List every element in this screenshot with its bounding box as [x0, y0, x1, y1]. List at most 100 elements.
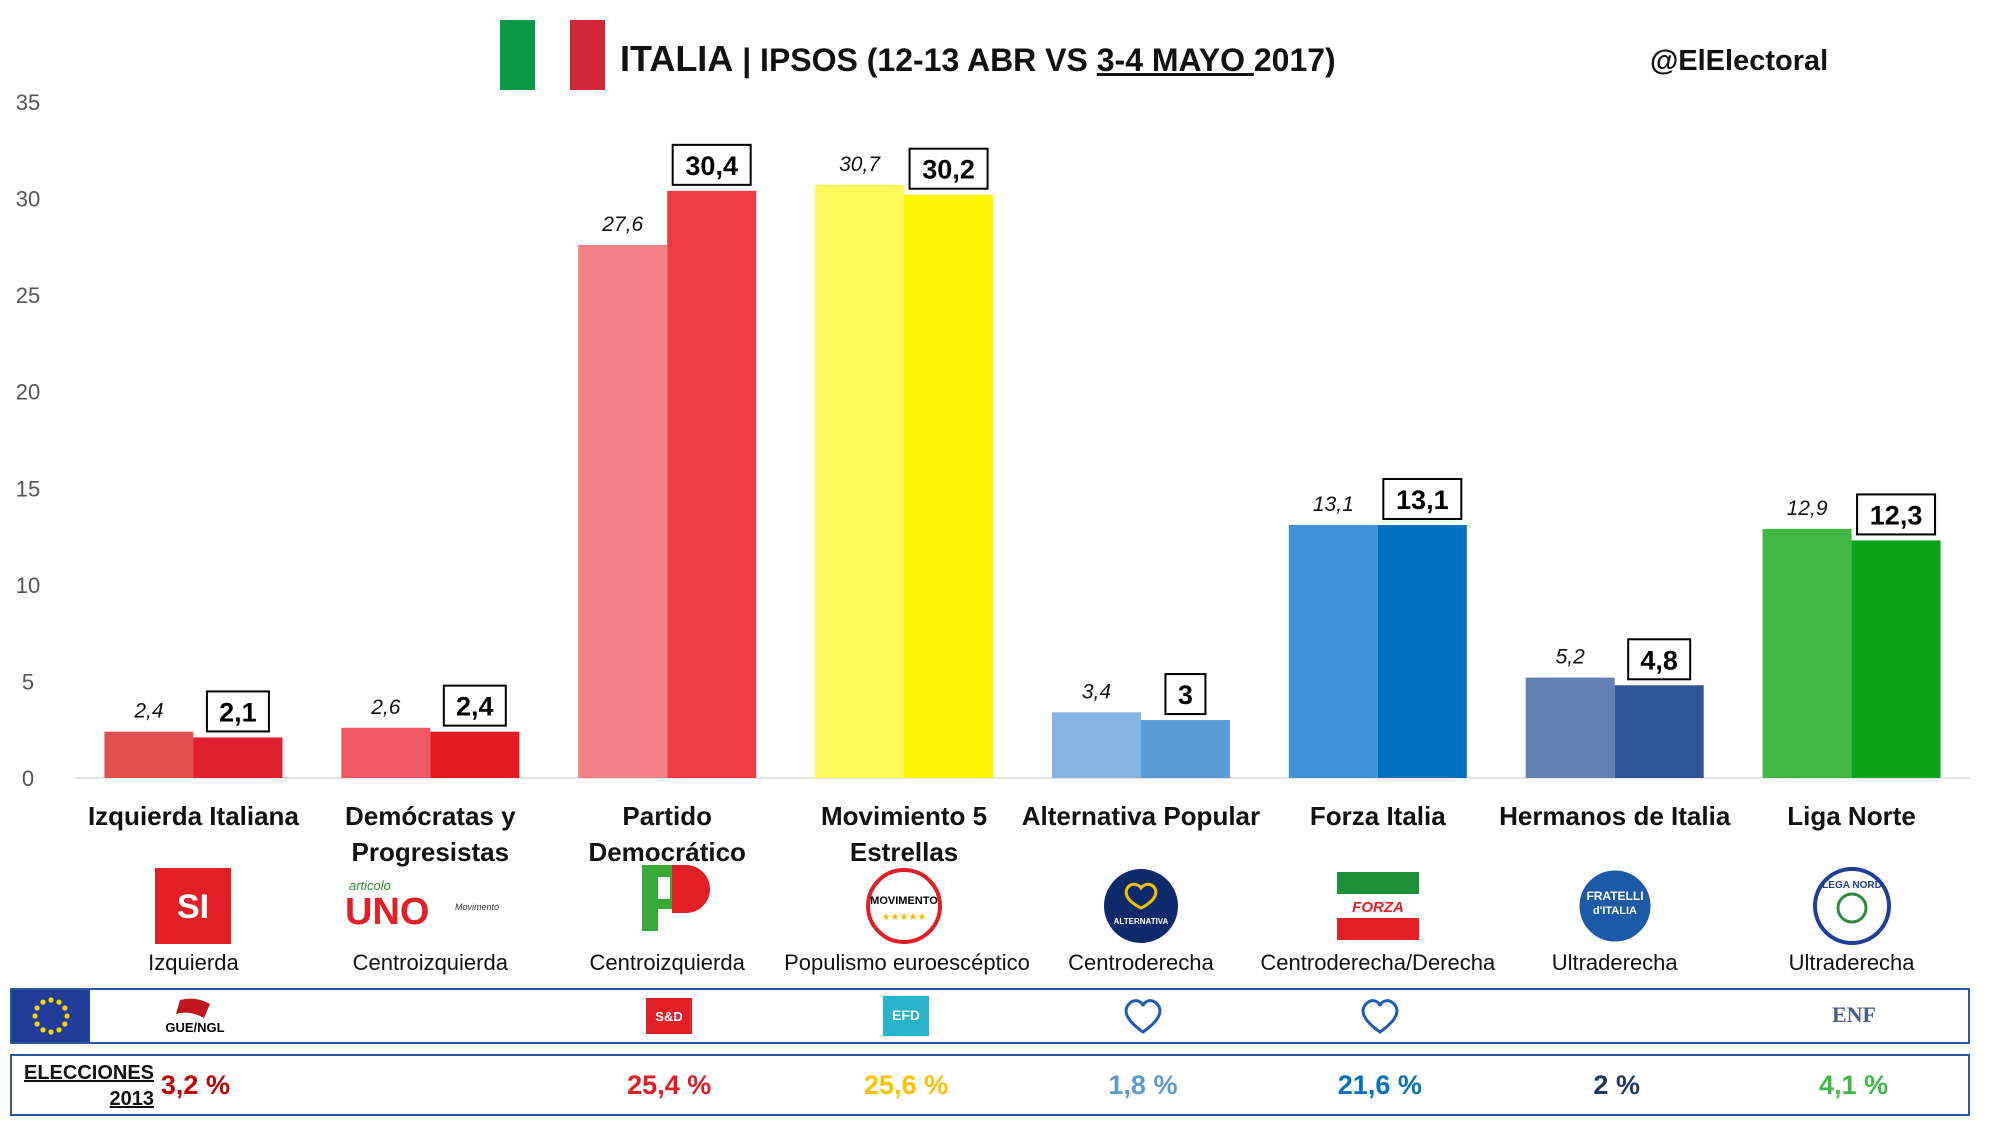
svg-text:d'ITALIA: d'ITALIA	[1593, 905, 1637, 917]
chart-title: ITALIA | IPSOS (12-13 ABR VS 3-4 MAYO 20…	[620, 38, 1336, 80]
party-ideology: Centroizquierda	[352, 950, 508, 975]
party-ideology: Izquierda	[148, 950, 239, 975]
y-tick-label: 15	[16, 476, 40, 501]
party-name: Movimiento 5 Estrellas	[820, 801, 988, 867]
bar-prev	[1288, 524, 1378, 778]
bar-current	[193, 737, 283, 778]
svg-text:ENF: ENF	[1832, 1002, 1876, 1027]
data-label-prev: 2,4	[133, 700, 163, 723]
svg-text:Movimento: Movimento	[455, 902, 499, 912]
data-label-current: 2,4	[456, 692, 494, 722]
m5s-logo: MOVIMENTO ★★★★★	[864, 868, 944, 944]
bar-prev	[341, 727, 431, 778]
party-name: Hermanos de Italia	[1499, 801, 1731, 831]
efd-icon: EFD	[861, 996, 951, 1036]
enf-icon: ENF	[1809, 996, 1899, 1036]
party-ideology: Centroizquierda	[589, 950, 745, 975]
bar-prev	[1525, 677, 1615, 778]
svg-text:EFD: EFD	[892, 1007, 920, 1023]
y-tick-label: 10	[16, 573, 40, 598]
title-underlined: 3-4 MAYO	[1096, 42, 1254, 78]
party-ideology: Ultraderecha	[1551, 950, 1678, 975]
elections-2013-value: 2 %	[1593, 1070, 1640, 1100]
elections-label-line1: ELECCIONES	[24, 1062, 155, 1084]
elections-2013-value: 3,2 %	[160, 1070, 230, 1100]
elections-2013-value: 21,6 %	[1337, 1070, 1422, 1100]
data-label-current: 2,1	[219, 697, 257, 727]
y-tick-label: 35	[16, 90, 40, 115]
data-label-box	[1382, 477, 1463, 520]
party-name: Liga Norte	[1787, 801, 1916, 831]
svg-text:★★★★★: ★★★★★	[882, 912, 927, 923]
party-ideology: Ultraderecha	[1788, 950, 1915, 975]
svg-text:articolo: articolo	[349, 878, 391, 893]
partito-democratico-logo	[622, 862, 712, 938]
elections-label: ELECCIONES 2013	[24, 1060, 154, 1112]
y-tick-label: 5	[22, 669, 34, 694]
bar-prev	[815, 185, 905, 779]
title-pre: IPSOS (12-13 ABR VS	[760, 42, 1097, 78]
party-name: Alternativa Popular	[1021, 801, 1261, 831]
y-tick-label: 0	[22, 766, 34, 791]
svg-text:MOVIMENTO: MOVIMENTO	[870, 895, 938, 907]
bar-current	[904, 194, 994, 779]
y-tick-label: 30	[16, 187, 40, 212]
gue-ngl-icon: GUE/NGL	[150, 996, 240, 1036]
elections-2013-row: ELECCIONES 2013 3,2 % 25,4 % 25,6 % 1,8 % 21…	[10, 1054, 1970, 1116]
bar-current	[1851, 540, 1941, 778]
svg-text:LEGA NORD: LEGA NORD	[1822, 880, 1882, 891]
italy-flag-green	[500, 20, 535, 90]
data-label-current: 4,8	[1640, 645, 1678, 675]
y-tick-label: 20	[16, 380, 40, 405]
bar-current	[430, 731, 520, 778]
party-name: Forza Italia	[1309, 801, 1446, 831]
sinistra-italiana-logo: SI	[153, 868, 233, 944]
data-label-box	[1856, 493, 1937, 536]
author-handle: @ElElectoral	[1650, 45, 1829, 77]
epp-heart-icon	[1098, 996, 1188, 1036]
data-label-prev: 30,7	[839, 153, 881, 176]
data-label-current: 30,2	[922, 155, 975, 185]
data-label-prev: 2,6	[370, 696, 401, 719]
data-label-box	[205, 690, 270, 733]
data-label-prev: 5,2	[1556, 646, 1586, 669]
articolo-uno-logo: articolo UNO Movimento	[345, 868, 515, 944]
eu-flag-icon	[12, 990, 90, 1042]
bar-chart: 0 5 10 15 20 25 30 35 2,4 2,1 2,6 2,4 27,6 30,4 30,7 30…	[16, 90, 1970, 791]
alternativa-popolare-logo: ALTERNATIVA	[1101, 868, 1181, 944]
forza-italia-logo: FORZA	[1333, 868, 1423, 944]
eu-group-row: GUE/NGL S&D EFD ENF	[10, 988, 1970, 1044]
data-label-box	[908, 147, 989, 190]
bar-prev	[578, 244, 668, 778]
data-label-prev: 27,6	[601, 213, 643, 236]
svg-text:FORZA: FORZA	[1352, 899, 1404, 916]
bar-current	[1140, 720, 1230, 778]
data-label-box	[442, 684, 507, 727]
party-ideology: Centroderecha/Derecha	[1260, 950, 1496, 975]
svg-text:GUE/NGL: GUE/NGL	[166, 1020, 225, 1035]
elections-2013-value: 25,6 %	[864, 1070, 949, 1100]
data-label-box	[1627, 638, 1692, 681]
title-sep: |	[733, 42, 761, 78]
party-name: Izquierda Italiana	[87, 801, 299, 831]
svg-text:S&D: S&D	[655, 1009, 682, 1024]
svg-text:UNO: UNO	[345, 891, 429, 933]
italy-flag-red	[570, 20, 605, 90]
data-label-prev: 12,9	[1787, 497, 1828, 520]
svg-text:ALTERNATIVA: ALTERNATIVA	[1114, 917, 1169, 926]
party-name: Demócratas y Progresistas	[345, 801, 516, 867]
data-label-box	[1164, 673, 1207, 716]
data-label-prev: 13,1	[1313, 493, 1354, 516]
y-tick-label: 25	[16, 283, 40, 308]
elections-2013-value: 4,1 %	[1819, 1070, 1889, 1100]
bar-current	[667, 190, 757, 779]
bar-prev	[104, 731, 194, 778]
title-post: 2017)	[1253, 42, 1336, 78]
bar-prev	[1051, 712, 1141, 778]
s-and-d-icon: S&D	[624, 996, 714, 1036]
elections-2013-value: 25,4 %	[627, 1070, 712, 1100]
bar-current	[1614, 685, 1704, 778]
data-label-prev: 3,4	[1082, 680, 1111, 703]
bar-prev	[1762, 528, 1852, 778]
fratelli-italia-logo: FRATELLI d'ITALIA	[1575, 867, 1655, 945]
